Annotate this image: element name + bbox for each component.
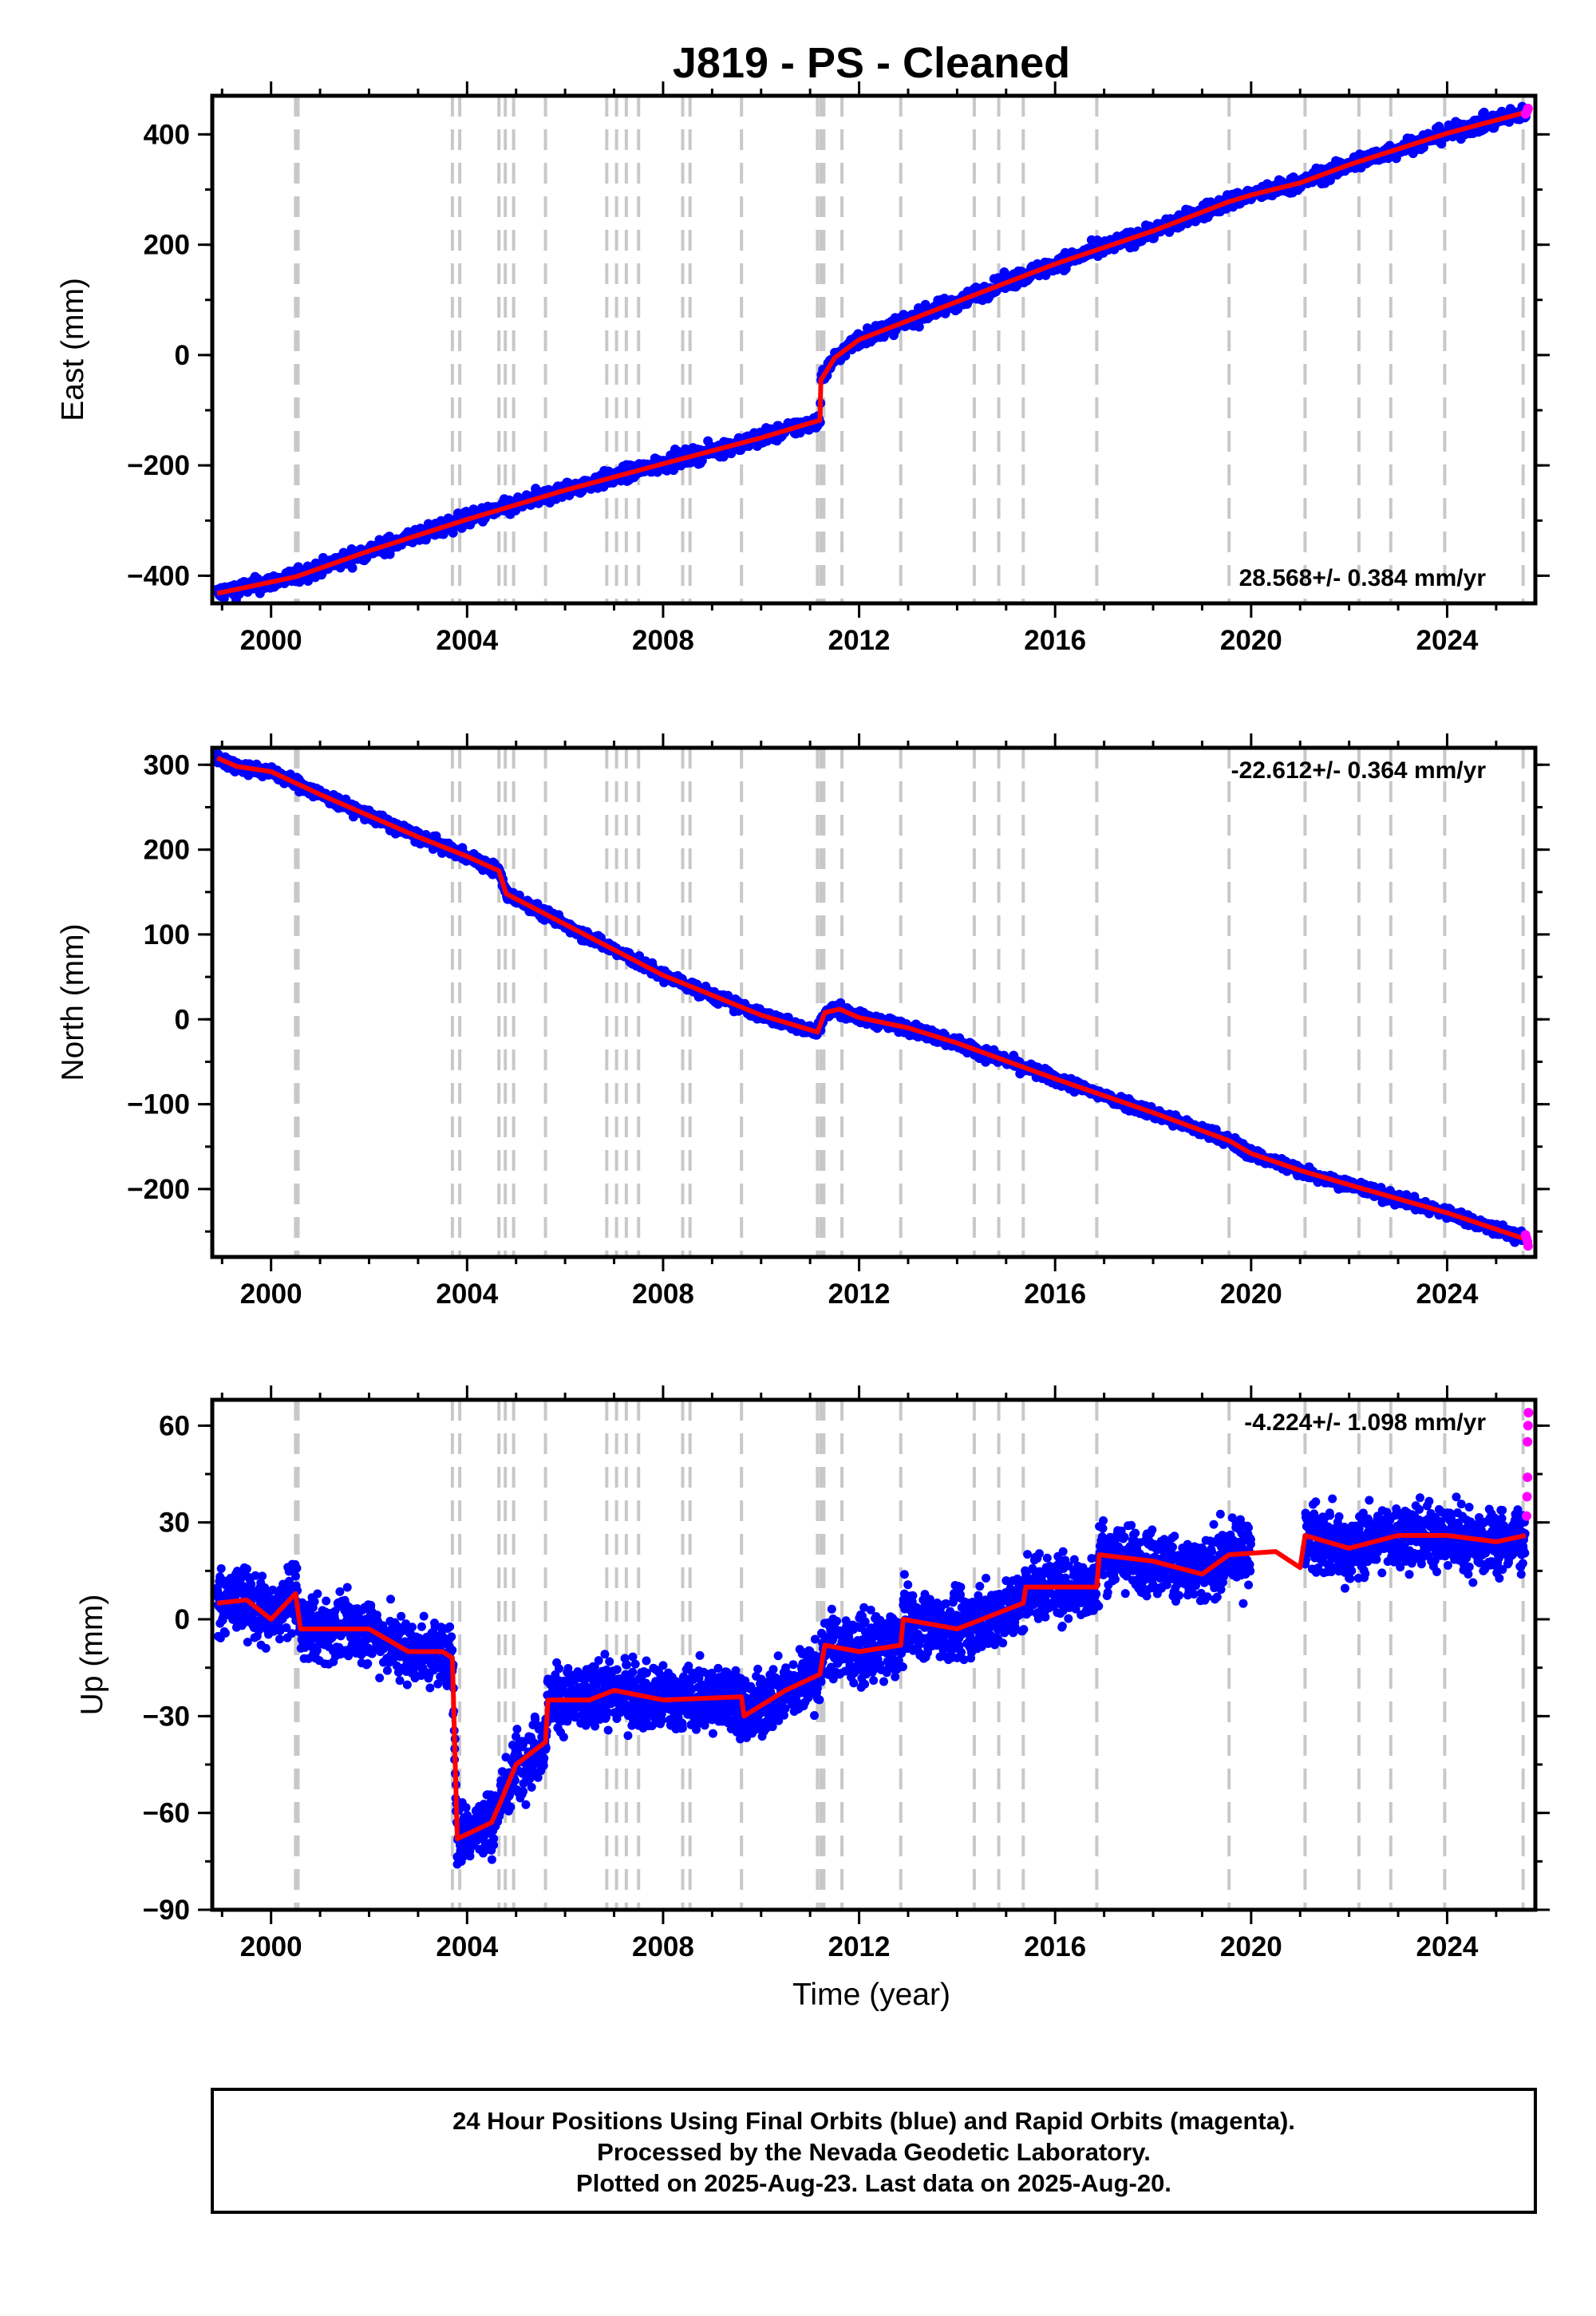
- model-line: [215, 756, 1524, 1241]
- data-point: [242, 1564, 251, 1574]
- rate-annotation: -22.612+/- 0.364 mm/yr: [1231, 757, 1487, 784]
- rate-annotation: 28.568+/- 0.384 mm/yr: [1239, 565, 1487, 591]
- data-point: [347, 563, 358, 573]
- data-point: [258, 1571, 267, 1581]
- data-point: [275, 1634, 284, 1644]
- data-point: [251, 1571, 260, 1580]
- rapid-orbit-points: [1520, 103, 1533, 119]
- y-tick-label: −100: [127, 1089, 190, 1120]
- y-axis-label: East (mm): [56, 278, 90, 421]
- x-tick-label: 2004: [436, 625, 498, 656]
- plot-frame: [210, 745, 1538, 1259]
- data-point: [236, 1574, 246, 1583]
- data-point: [243, 1638, 252, 1647]
- data-point: [216, 1563, 226, 1573]
- y-tick-label: 200: [144, 230, 190, 261]
- final-orbit-points: [212, 1492, 1530, 1869]
- x-tick-label: 2008: [632, 625, 694, 656]
- final-orbit-points: [212, 101, 1531, 603]
- final-orbit-points: [212, 749, 1527, 1247]
- x-tick-label: 2000: [240, 625, 302, 656]
- x-tick-label: 2012: [828, 1279, 891, 1310]
- y-tick-label: −200: [127, 450, 190, 481]
- x-tick-label: 2016: [1024, 625, 1086, 656]
- x-tick-label: 2020: [1220, 625, 1282, 656]
- data-point: [220, 1628, 230, 1638]
- y-axis-label: North (mm): [56, 923, 90, 1081]
- y-tick-label: 100: [144, 919, 190, 951]
- rapid-point: [1523, 1241, 1533, 1251]
- x-tick-label: 2020: [1220, 1279, 1282, 1310]
- data-point: [914, 322, 924, 332]
- x-tick-label: 2000: [240, 1279, 302, 1310]
- x-tick-label: 2016: [1024, 1279, 1086, 1310]
- data-point: [261, 1643, 271, 1653]
- rapid-point: [1523, 103, 1533, 113]
- north-panel: 300 200 100 0 −100 −200 2000 2004 2008 2012 2016 20…: [56, 733, 1550, 1310]
- rapid-orbit-points: [1520, 1230, 1533, 1251]
- data-point: [268, 1585, 278, 1595]
- y-tick-label: 300: [144, 749, 190, 781]
- y-tick-label: 400: [144, 119, 190, 150]
- data-point: [232, 1567, 242, 1576]
- plot-frame: [210, 93, 1538, 606]
- y-tick-label: 0: [175, 1004, 190, 1035]
- y-tick-label: −200: [127, 1174, 190, 1205]
- y-tick-label: 200: [144, 835, 190, 866]
- x-tick-label: 2024: [1416, 625, 1479, 656]
- event-lines: [294, 748, 1525, 1257]
- x-tick-label: 2008: [632, 1279, 694, 1310]
- x-tick-label: 2004: [436, 1279, 498, 1310]
- chart-title: J819 - PS - Cleaned: [673, 39, 1070, 87]
- data-point: [282, 1622, 291, 1632]
- model-line: [216, 109, 1527, 596]
- y-tick-label: 0: [175, 340, 190, 371]
- x-tick-label: 2012: [828, 625, 891, 656]
- x-tick-label: 2024: [1416, 1279, 1479, 1310]
- data-point: [247, 1579, 256, 1589]
- y-tick-label: −400: [127, 560, 190, 591]
